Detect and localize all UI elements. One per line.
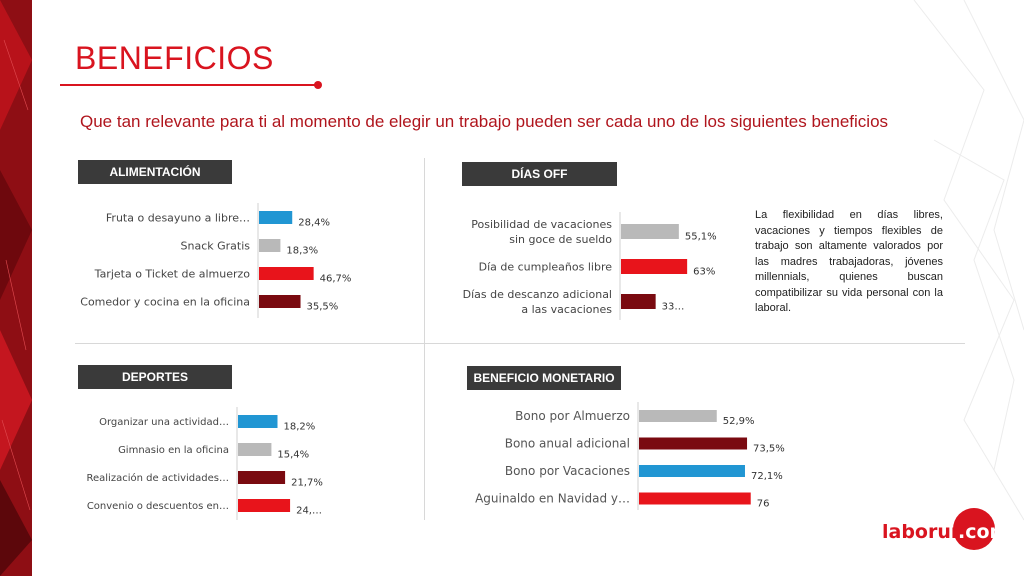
section-label-alimentacion: ALIMENTACIÓN [78, 160, 232, 184]
bar [639, 437, 748, 450]
category-label: Día de cumpleaños libre [479, 260, 613, 273]
bar [259, 295, 301, 308]
page-title: BENEFICIOS [75, 40, 274, 76]
page-subtitle: Que tan relevante para ti al momento de … [80, 112, 889, 131]
bar-value-label: 46,7% [320, 274, 352, 285]
vertical-divider [424, 158, 425, 520]
bar-value-label: 73,5% [753, 444, 785, 455]
section-label-deportes: DEPORTES [78, 365, 232, 389]
bar-value-label: 28,4% [298, 218, 330, 229]
category-label: Snack Gratis [181, 239, 251, 252]
category-label: Bono anual adicional [505, 437, 630, 451]
bar-value-label: 35,5% [307, 302, 339, 313]
logo-text: laborum [882, 521, 971, 543]
category-label: Tarjeta o Ticket de almuerzo [94, 267, 251, 280]
bar-value-label: 72,1% [751, 471, 783, 482]
bar-value-label: 15,4% [277, 450, 309, 461]
bar-value-label: 24,… [296, 506, 322, 517]
category-label: Bono por Almuerzo [515, 409, 630, 423]
category-label: Gimnasio en la oficina [118, 445, 229, 456]
bar-value-label: 18,2% [283, 422, 315, 433]
bar-value-label: 33… [662, 302, 685, 313]
bar [259, 211, 293, 224]
category-label: Organizar una actividad… [99, 417, 229, 428]
bar [238, 443, 272, 456]
chart-alimentacion: 28,4% Fruta o desayuno a libre… 18,3% Snack… [80, 203, 352, 318]
category-label: Convenio o descuentos en… [87, 501, 229, 512]
left-decorative-strip [0, 0, 32, 576]
right-decorative-pattern [913, 0, 1024, 521]
chart-dias-off: 55,1% Posibilidad de vacaciones sin goce d… [463, 212, 717, 320]
bar [639, 410, 717, 422]
bar [259, 267, 314, 280]
bar [639, 465, 745, 477]
section-label-dias-off: DÍAS OFF [462, 162, 617, 186]
insight-note: La flexibilidad en días libres, vacacion… [755, 209, 943, 314]
bar [621, 224, 679, 239]
bar-value-label: 76 [757, 499, 770, 510]
bar [238, 471, 286, 484]
bar [639, 492, 751, 505]
bar-value-label: 18,3% [286, 246, 318, 257]
bar-value-label: 55,1% [685, 232, 717, 243]
bar [621, 259, 688, 274]
title-underline [60, 84, 318, 86]
category-label: Días de descanzo adicional [463, 288, 612, 301]
chart-beneficio-monetario: 52,9% Bono por Almuerzo 73,5% Bono anual ad… [475, 402, 785, 510]
bar-value-label: 52,9% [723, 416, 755, 427]
laborum-logo: laborum .com [882, 508, 1005, 550]
category-label: Realización de actividades… [86, 472, 229, 484]
category-label: sin goce de sueldo [509, 233, 612, 246]
category-label: Comedor y cocina en la oficina [80, 295, 250, 308]
bar [238, 499, 291, 512]
title-underline-dot [314, 81, 322, 89]
bar [238, 415, 278, 428]
bar [621, 294, 656, 309]
category-label: a las vacaciones [521, 303, 612, 316]
bar [259, 239, 281, 252]
horizontal-divider [75, 343, 965, 344]
category-label: Aguinaldo en Navidad y… [475, 492, 630, 506]
section-label-beneficio-monetario: BENEFICIO MONETARIO [467, 366, 621, 390]
bar-value-label: 63% [693, 267, 715, 278]
chart-deportes: 18,2% Organizar una actividad… 15,4% Gimnas… [86, 407, 323, 520]
bar-value-label: 21,7% [291, 478, 323, 489]
category-label: Posibilidad de vacaciones [471, 218, 612, 231]
category-label: Fruta o desayuno a libre… [106, 211, 250, 224]
logo-suffix: .com [958, 521, 1005, 543]
category-label: Bono por Vacaciones [505, 464, 630, 478]
